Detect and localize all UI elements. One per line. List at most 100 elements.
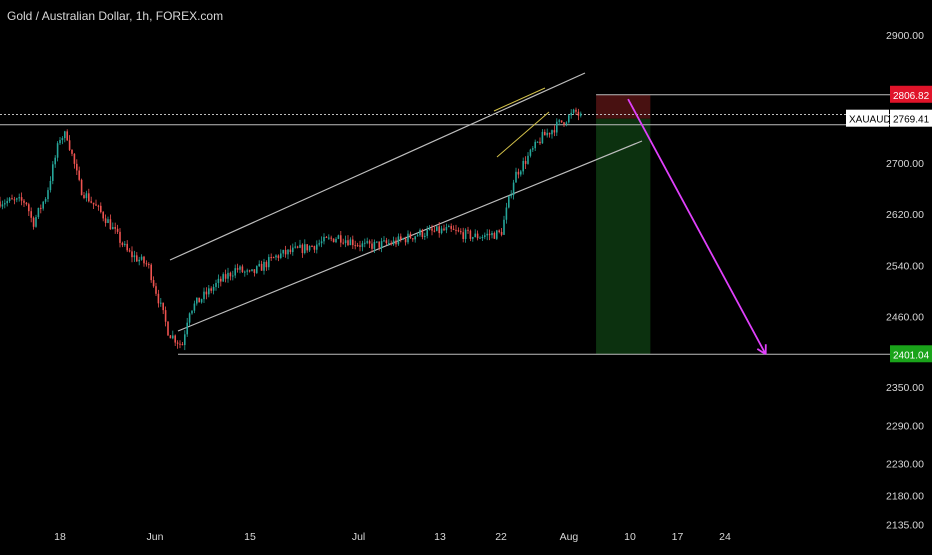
wedge-lower-line [497, 112, 549, 157]
candle [35, 217, 37, 227]
candle [340, 235, 342, 242]
candle [198, 298, 200, 303]
candle [290, 250, 292, 252]
candle [470, 231, 472, 239]
candle [196, 298, 198, 304]
candle [388, 243, 390, 244]
candle [294, 247, 296, 248]
candle [520, 171, 522, 174]
candle [275, 255, 277, 257]
x-tick-label: Jul [352, 531, 365, 543]
candle [386, 240, 388, 243]
candle [489, 234, 491, 235]
candle [83, 195, 85, 198]
x-tick-label: 15 [244, 531, 256, 543]
candle [203, 292, 205, 299]
x-tick-label: 17 [672, 531, 684, 543]
candle [45, 199, 47, 202]
candle [38, 208, 40, 217]
candle [158, 294, 160, 304]
candle [172, 335, 174, 338]
candle [537, 142, 539, 143]
candle [182, 344, 184, 345]
candle [378, 242, 380, 248]
candle [345, 240, 347, 243]
candle [405, 239, 407, 243]
candle [6, 201, 8, 203]
candle [450, 226, 452, 229]
candle [143, 257, 145, 264]
candle [69, 140, 71, 150]
candle [414, 236, 416, 239]
candle [458, 230, 460, 231]
candle [398, 236, 400, 244]
candle [105, 218, 107, 223]
candle [114, 227, 116, 229]
candle [350, 239, 352, 245]
candle [201, 299, 203, 302]
candle [62, 138, 64, 140]
candle [491, 233, 493, 235]
wedge-upper-line [494, 88, 545, 111]
candle [362, 243, 364, 246]
candle [100, 206, 102, 212]
candle [335, 239, 337, 242]
y-tick-label: 2700.00 [886, 158, 924, 170]
candle [465, 230, 467, 239]
candle [210, 288, 212, 290]
candle [299, 245, 301, 248]
candle [186, 323, 188, 335]
candle [179, 344, 181, 345]
take-profit-zone [596, 119, 650, 355]
x-tick-label: 24 [719, 531, 731, 543]
candle [0, 201, 1, 206]
candle [297, 247, 299, 248]
candle [246, 270, 248, 271]
candle [330, 238, 332, 239]
x-tick-label: 10 [624, 531, 636, 543]
candle [88, 193, 90, 201]
candle [237, 268, 239, 270]
candle [381, 241, 383, 248]
candle [174, 335, 176, 342]
candle [422, 230, 424, 237]
candle [141, 257, 143, 260]
candle [321, 241, 323, 243]
candle [160, 303, 162, 304]
y-tick-label: 2540.00 [886, 260, 924, 272]
y-tick-label: 2350.00 [886, 382, 924, 394]
candle [268, 257, 270, 267]
candle [446, 227, 448, 230]
candle [316, 245, 318, 250]
candle [74, 154, 76, 164]
candle [261, 264, 263, 271]
stop-price-label: 2806.82 [893, 91, 930, 102]
candle [110, 219, 112, 229]
candle [371, 244, 373, 249]
x-tick-label: Jun [147, 531, 164, 543]
candle [549, 133, 551, 134]
candle [256, 266, 258, 273]
candle [270, 257, 272, 258]
candle [148, 264, 150, 265]
candle [206, 292, 208, 295]
candle [436, 226, 438, 231]
candle [477, 234, 479, 239]
candle [369, 241, 371, 243]
candle [402, 239, 404, 240]
candle [568, 115, 570, 122]
candle [222, 274, 224, 281]
candle [153, 280, 155, 286]
candle [146, 263, 148, 264]
candle [542, 132, 544, 143]
candle [486, 234, 488, 235]
candle [131, 251, 133, 257]
target-price-label: 2401.04 [893, 350, 930, 361]
candle [338, 235, 340, 239]
candle [227, 273, 229, 279]
candle [515, 172, 517, 183]
candle [119, 232, 121, 243]
candle [429, 229, 431, 230]
